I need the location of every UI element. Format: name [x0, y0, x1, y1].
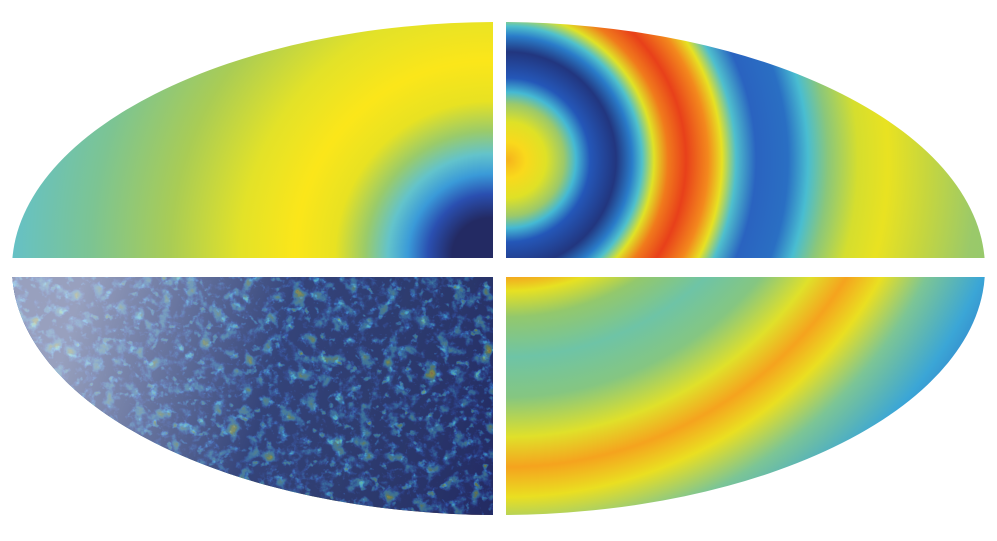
wave-field-top-right [506, 22, 985, 258]
panel-top-right[interactable] [506, 0, 997, 258]
mollweide-oval-bottom-right [506, 277, 985, 515]
cmb-speckle-field [12, 277, 493, 515]
panel-bottom-left[interactable] [0, 277, 493, 541]
wave-field-top-left [12, 22, 493, 258]
mollweide-oval-top-left [12, 22, 493, 258]
mollweide-oval-top-right [506, 22, 985, 258]
mollweide-oval-bottom-left [12, 277, 493, 515]
panel-bottom-right[interactable] [506, 277, 997, 541]
panel-top-left[interactable] [0, 0, 493, 258]
wave-field-bottom-right [506, 277, 985, 515]
